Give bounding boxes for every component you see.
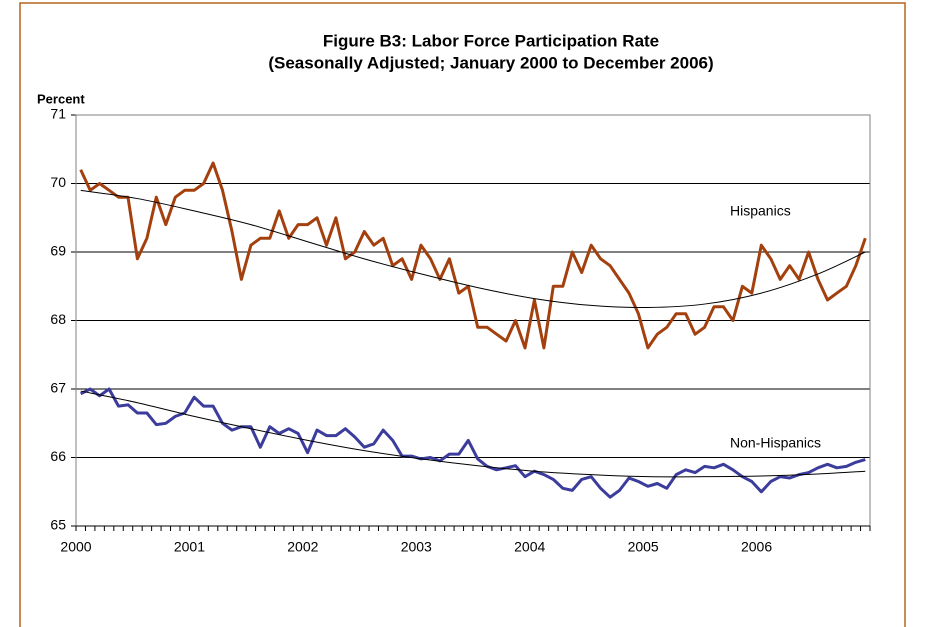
y-tick-label: 65 <box>50 517 66 533</box>
series-line <box>80 387 866 499</box>
series-annotation: Non-Hispanics <box>730 435 821 451</box>
series-line <box>79 161 867 350</box>
y-tick-label: 71 <box>50 106 66 122</box>
x-tick-label: 2001 <box>174 539 205 555</box>
y-tick-label: 67 <box>50 380 66 396</box>
trend-line <box>80 390 866 478</box>
series-annotation: Hispanics <box>730 203 791 219</box>
chart-subtitle: (Seasonally Adjusted; January 2000 to De… <box>268 53 713 72</box>
y-axis-label: Percent <box>37 91 85 106</box>
x-tick-label: 2000 <box>60 539 91 555</box>
y-tick-label: 70 <box>50 174 66 190</box>
y-tick-label: 66 <box>50 448 66 464</box>
x-tick-label: 2004 <box>514 539 545 555</box>
chart-border <box>19 2 906 627</box>
trend-line <box>80 189 866 309</box>
x-tick-label: 2005 <box>628 539 659 555</box>
x-tick-label: 2003 <box>401 539 432 555</box>
x-tick-label: 2006 <box>741 539 772 555</box>
x-tick-label: 2002 <box>287 539 318 555</box>
y-tick-label: 69 <box>50 243 66 259</box>
chart-title: Figure B3: Labor Force Participation Rat… <box>323 31 659 50</box>
y-tick-label: 68 <box>50 311 66 327</box>
